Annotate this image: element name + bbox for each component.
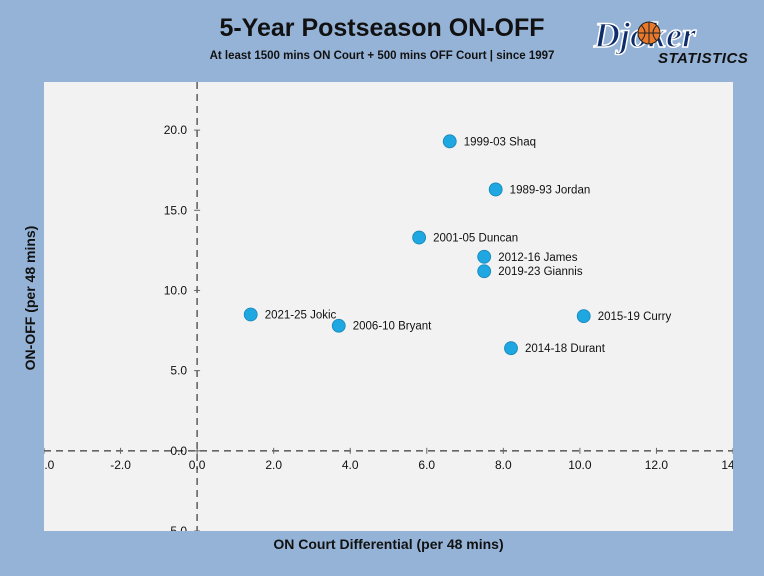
data-point-label: 2014-18 Durant bbox=[525, 343, 606, 355]
data-point bbox=[477, 249, 492, 264]
data-point-label: 2001-05 Duncan bbox=[433, 233, 518, 245]
brand-logo: Djoker STATISTICS bbox=[590, 14, 750, 70]
x-tick-label: 12.0 bbox=[645, 458, 669, 472]
data-point bbox=[412, 230, 427, 245]
chart-subtitle: At least 1500 mins ON Court + 500 mins O… bbox=[209, 50, 555, 62]
data-point bbox=[576, 309, 591, 324]
chart-title: 5-Year Postseason ON-OFF bbox=[219, 14, 545, 42]
data-point bbox=[331, 318, 346, 333]
data-point bbox=[442, 134, 457, 149]
data-point bbox=[477, 264, 492, 279]
x-tick-label: 10.0 bbox=[568, 458, 592, 472]
data-point-label: 1999-03 Shaq bbox=[464, 136, 536, 148]
y-tick-label: 20.0 bbox=[164, 123, 188, 137]
x-tick-label: 0.0 bbox=[189, 458, 206, 472]
x-tick-label: 14.0 bbox=[721, 458, 733, 472]
data-point-label: 2021-25 Jokic bbox=[265, 310, 337, 322]
data-point bbox=[504, 341, 518, 356]
y-tick-label: 15.0 bbox=[164, 203, 188, 217]
data-point-label: 2012-16 James bbox=[498, 252, 578, 264]
data-point-label: 2006-10 Bryant bbox=[353, 321, 432, 333]
basketball-icon bbox=[637, 21, 661, 45]
scatter-chart: -4.0 -2.0 0.0 2.0 4.0 6.0 8.0 10.0 12.0 14.0 -5.0 0… bbox=[44, 82, 733, 531]
y-tick-label: 10.0 bbox=[164, 283, 188, 297]
y-tick-label: 5.0 bbox=[170, 364, 187, 378]
x-tick-label: 4.0 bbox=[342, 458, 359, 472]
data-point-label: 2019-23 Giannis bbox=[498, 266, 583, 278]
plot-area: -4.0 -2.0 0.0 2.0 4.0 6.0 8.0 10.0 12.0 14.0 -5.0 0… bbox=[44, 82, 733, 531]
x-tick-label: 6.0 bbox=[418, 458, 435, 472]
y-tick-label: 0.0 bbox=[170, 444, 187, 458]
logo-sub-text: STATISTICS bbox=[658, 50, 749, 67]
data-point-label: 1989-93 Jordan bbox=[510, 184, 591, 196]
data-point-label: 2015-19 Curry bbox=[598, 311, 672, 323]
x-tick-label: -2.0 bbox=[110, 458, 131, 472]
x-tick-label: -4.0 bbox=[44, 458, 55, 472]
data-point bbox=[243, 307, 258, 322]
y-tick-label: -5.0 bbox=[166, 524, 187, 531]
data-point bbox=[488, 182, 503, 197]
x-axis-title: ON Court Differential (per 48 mins) bbox=[273, 536, 504, 552]
x-tick-label: 2.0 bbox=[265, 458, 282, 472]
y-axis-title: ON-OFF (per 48 mins) bbox=[22, 225, 38, 371]
x-tick-label: 8.0 bbox=[495, 458, 512, 472]
